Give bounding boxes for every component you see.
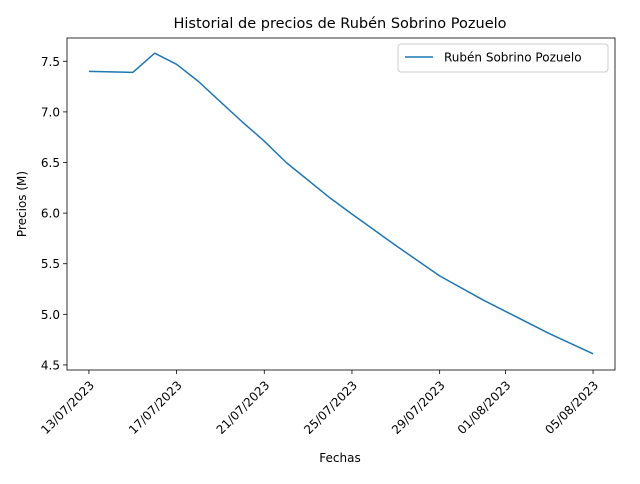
x-axis-label: Fechas [319,451,360,465]
series-layer [88,52,594,355]
chart-title: Historial de precios de Rubén Sobrino Po… [173,16,506,32]
plot-frame [66,37,616,371]
y-tick-label: 7.0 [41,105,60,119]
y-tick-label: 6.0 [41,207,60,221]
legend-box [397,43,609,73]
y-axis: 4.5 5.0 5.5 6.0 6.5 7.0 7.5 [41,55,67,372]
y-tick-label: 5.0 [41,308,60,322]
y-axis-label: Precios (M) [15,171,29,237]
legend-label: Rubén Sobrino Pozuelo [444,51,582,65]
series-line [88,52,594,355]
y-tick-label: 5.5 [41,257,60,271]
legend: Rubén Sobrino Pozuelo [397,43,609,73]
y-tick-label: 6.5 [41,156,60,170]
plot-area [66,37,616,371]
y-tick-label: 7.5 [41,55,60,69]
y-tick-label: 4.5 [41,358,60,372]
